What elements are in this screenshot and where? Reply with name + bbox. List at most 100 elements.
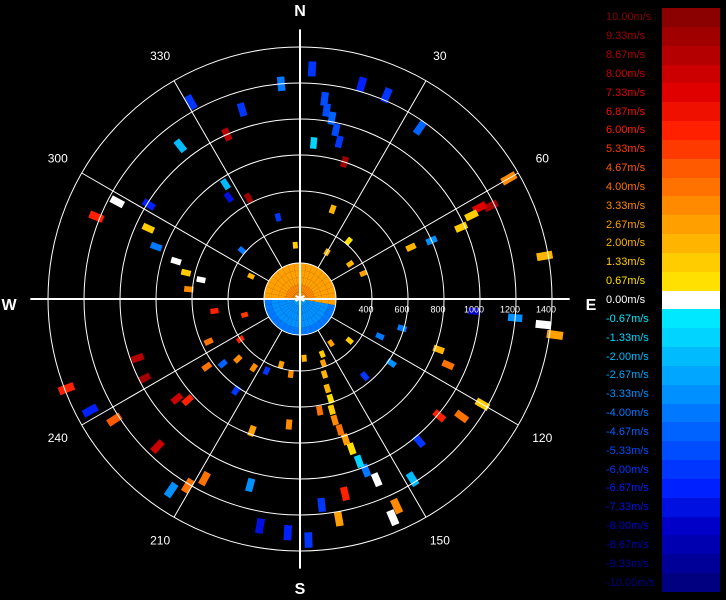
- center-cell: [320, 302, 329, 309]
- velocity-returns: [57, 61, 564, 548]
- center-cell: [312, 303, 321, 310]
- legend-swatch: [662, 177, 720, 197]
- center-cell: [286, 301, 294, 307]
- center-cell: [294, 293, 300, 299]
- velocity-return-point: [441, 359, 455, 371]
- velocity-return-point: [57, 382, 76, 396]
- center-cell: [302, 277, 308, 286]
- legend-swatch: [662, 102, 720, 122]
- legend-label: 9.33m/s: [606, 30, 646, 43]
- velocity-return-point: [130, 352, 145, 364]
- velocity-return-point: [346, 442, 357, 456]
- center-cell: [305, 263, 313, 272]
- center-cell: [275, 280, 284, 289]
- center-cell: [320, 289, 329, 296]
- velocity-return-point: [283, 524, 293, 541]
- center-cell: [305, 326, 313, 335]
- velocity-return-point: [320, 91, 329, 107]
- velocity-return-point: [396, 324, 408, 333]
- velocity-return-point: [201, 361, 213, 372]
- velocity-return-point: [137, 372, 152, 385]
- center-cell: [271, 289, 280, 296]
- velocity-return-point: [247, 272, 256, 280]
- velocity-return-point: [328, 204, 337, 215]
- center-cell: [281, 306, 289, 313]
- center-cell: [293, 327, 300, 335]
- velocity-return-point: [359, 269, 368, 278]
- center-cell: [302, 305, 308, 313]
- center-cell: [300, 320, 306, 328]
- legend-swatch: [662, 45, 720, 65]
- bearing-label: 30: [433, 49, 447, 63]
- center-cell: [272, 284, 282, 292]
- center-cell: [306, 301, 314, 307]
- legend-swatch: [662, 196, 720, 216]
- center-cell: [301, 284, 305, 293]
- velocity-return-point: [236, 102, 248, 118]
- center-cell: [300, 299, 306, 305]
- center-cell: [287, 263, 295, 272]
- velocity-return-point: [309, 137, 318, 149]
- velocity-return-point: [340, 433, 351, 446]
- center-cell: [302, 312, 308, 321]
- center-cell: [281, 315, 290, 324]
- velocity-return-point: [245, 477, 256, 493]
- velocity-return-point: [249, 362, 259, 373]
- center-cell: [300, 327, 307, 335]
- center-cell: [307, 271, 315, 281]
- center-cell: [293, 263, 300, 271]
- velocity-return-point: [233, 354, 243, 364]
- center-cell: [305, 302, 313, 309]
- center-cell: [305, 289, 313, 296]
- velocity-return-point: [482, 199, 499, 213]
- velocity-return-point: [301, 354, 307, 362]
- center-cell: [264, 292, 272, 299]
- center-cell: [311, 285, 319, 292]
- legend-swatch: [662, 573, 720, 593]
- center-cell: [304, 303, 312, 311]
- velocity-return-point: [170, 392, 184, 405]
- velocity-return-point: [546, 329, 564, 340]
- legend-label: 4.67m/s: [606, 162, 646, 175]
- velocity-return-point: [344, 236, 354, 246]
- velocity-return-point: [326, 393, 335, 404]
- center-cell: [295, 305, 299, 314]
- bearing-spoke: [330, 172, 519, 282]
- center-cell: [324, 308, 334, 317]
- bearing-spoke: [317, 80, 427, 269]
- range-label: 600: [394, 304, 409, 314]
- velocity-return-point: [432, 409, 447, 423]
- velocity-return-point: [318, 349, 326, 359]
- center-cell: [318, 306, 328, 314]
- center-cell: [309, 265, 318, 275]
- center-cell: [309, 282, 317, 290]
- legend-swatch: [662, 516, 720, 536]
- bearing-label: 210: [150, 533, 170, 547]
- velocity-return-point: [196, 276, 206, 284]
- center-cell: [321, 293, 329, 299]
- center-cell: [285, 271, 293, 281]
- center-cell: [306, 300, 315, 304]
- center-cell: [327, 286, 336, 294]
- legend-label: -1.33m/s: [606, 331, 649, 344]
- legend-swatch: [662, 83, 720, 103]
- velocity-return-point: [335, 423, 345, 436]
- velocity-return-point: [141, 198, 156, 211]
- velocity-return-point: [432, 344, 445, 355]
- velocity-return-point: [334, 135, 344, 149]
- center-cell: [307, 280, 314, 288]
- bearing-label: 240: [48, 431, 68, 445]
- legend-label: 0.00m/s: [606, 294, 646, 306]
- compass-east: E: [586, 297, 597, 314]
- center-cell: [321, 299, 329, 305]
- velocity-return-point: [386, 509, 400, 527]
- legend-label: 8.00m/s: [606, 67, 646, 80]
- legend-label: -8.67m/s: [606, 538, 649, 551]
- bearing-spoke: [173, 80, 283, 269]
- legend-swatch: [662, 215, 720, 235]
- center-cell: [290, 270, 297, 279]
- velocity-return-point: [331, 123, 341, 137]
- plot-labels: N S E W 30 60 120 150 210 240 300 330 400 600 800 1000 1…: [1, 3, 596, 598]
- velocity-return-point: [292, 241, 298, 249]
